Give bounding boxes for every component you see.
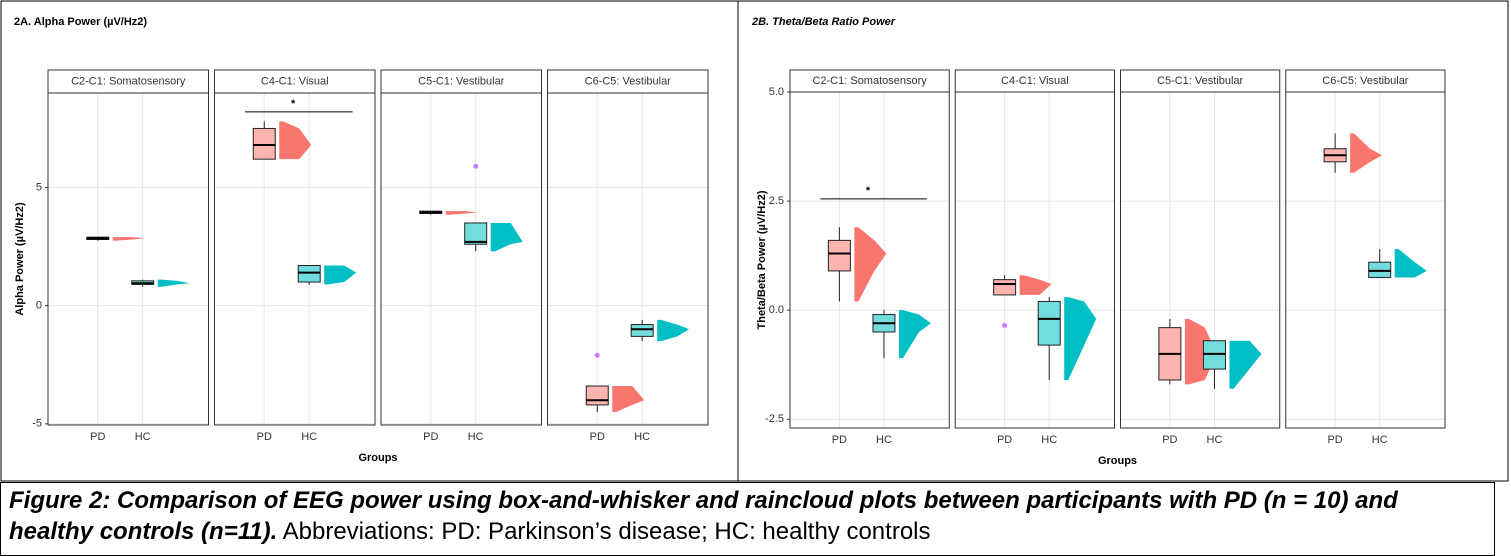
y-axis-label: Theta/Beta Power (µV/Hz2) [756, 190, 768, 329]
chart-title: 2B. Theta/Beta Ratio Power [751, 16, 896, 28]
x-axis-label: Groups [358, 452, 397, 464]
x-tick-label: HC [876, 434, 892, 446]
x-tick-label: HC [301, 431, 317, 443]
facet-border [380, 92, 542, 426]
raincloud [854, 227, 887, 302]
facet-border [1285, 91, 1446, 429]
y-tick-label: 5 [36, 181, 42, 193]
raincloud [898, 310, 931, 359]
x-tick-label: PD [997, 434, 1012, 446]
facet-label: C6-C5: Vestibular [1322, 75, 1409, 87]
x-tick-label: PD [90, 431, 105, 443]
x-tick-label: PD [1162, 434, 1177, 446]
x-tick-label: PD [257, 431, 272, 443]
box [297, 264, 321, 283]
facet-border [789, 91, 950, 429]
y-tick-label: -2.5 [765, 413, 784, 425]
raincloud [1350, 133, 1383, 173]
raincloud [324, 265, 357, 285]
raincloud [1229, 340, 1262, 389]
facet-label: C6-C5: Vestibular [585, 75, 672, 87]
box [993, 279, 1017, 296]
x-tick-label: HC [634, 431, 650, 443]
box [464, 222, 488, 245]
facet-border [47, 92, 209, 426]
significance-label: * [291, 98, 296, 110]
caption: Figure 2: Comparison of EEG power using … [0, 482, 1495, 556]
caption-text: Abbreviations: PD: Parkinson’s disease; … [282, 518, 931, 545]
raincloud [1394, 249, 1427, 278]
box [630, 324, 654, 337]
raincloud [1064, 297, 1097, 380]
figure: 2A. Alpha Power (µV/Hz2) -5 0 5 Alpha Power … [0, 0, 1509, 482]
x-tick-label: PD [423, 431, 438, 443]
raincloud [1019, 275, 1052, 295]
raincloud [279, 121, 312, 160]
facet-label: C4-C1: Visual [261, 75, 329, 87]
x-tick-label: HC [468, 431, 484, 443]
facet-border [954, 91, 1115, 429]
box [252, 127, 276, 160]
x-tick-label: HC [135, 431, 151, 443]
raincloud [490, 222, 523, 252]
facet-label: C2-C1: Somatosensory [812, 75, 927, 87]
x-tick-label: PD [590, 431, 605, 443]
x-tick-label: HC [1041, 434, 1057, 446]
x-tick-label: HC [1207, 434, 1223, 446]
box [1368, 261, 1392, 278]
x-tick-label: HC [1372, 434, 1388, 446]
facet-label: C5-C1: Vestibular [1157, 75, 1244, 87]
raincloud [445, 211, 478, 215]
raincloud [157, 279, 190, 287]
y-tick-label: 2.5 [769, 195, 784, 207]
y-tick-label: 0 [36, 300, 42, 312]
facet-border [214, 92, 376, 426]
raincloud [112, 237, 145, 241]
outlier [594, 352, 600, 358]
facet-label: C2-C1: Somatosensory [71, 75, 186, 87]
outlier [1002, 322, 1008, 328]
y-tick-label: 5.0 [769, 86, 784, 98]
x-tick-label: PD [832, 434, 847, 446]
y-axis-label: Alpha Power (µV/Hz2) [14, 202, 26, 316]
significance-label: * [866, 185, 871, 197]
x-axis-label: Groups [1098, 455, 1137, 467]
y-tick-label: -5 [32, 418, 42, 430]
box [1202, 340, 1226, 370]
facet-border [547, 92, 709, 426]
raincloud [657, 319, 690, 342]
box [1037, 300, 1061, 346]
box [827, 239, 851, 272]
panel-border [737, 0, 1509, 482]
facet-label: C5-C1: Vestibular [418, 75, 505, 87]
facet-label: C4-C1: Visual [1001, 75, 1069, 87]
raincloud [612, 386, 645, 413]
outlier [473, 163, 479, 169]
box [585, 385, 609, 406]
chart-title: 2A. Alpha Power (µV/Hz2) [14, 16, 147, 28]
y-tick-label: 0.0 [769, 304, 784, 316]
x-tick-label: PD [1327, 434, 1342, 446]
caption-bold: Figure 2: Comparison of EEG power using … [9, 487, 1398, 545]
facet-border [1120, 91, 1281, 429]
